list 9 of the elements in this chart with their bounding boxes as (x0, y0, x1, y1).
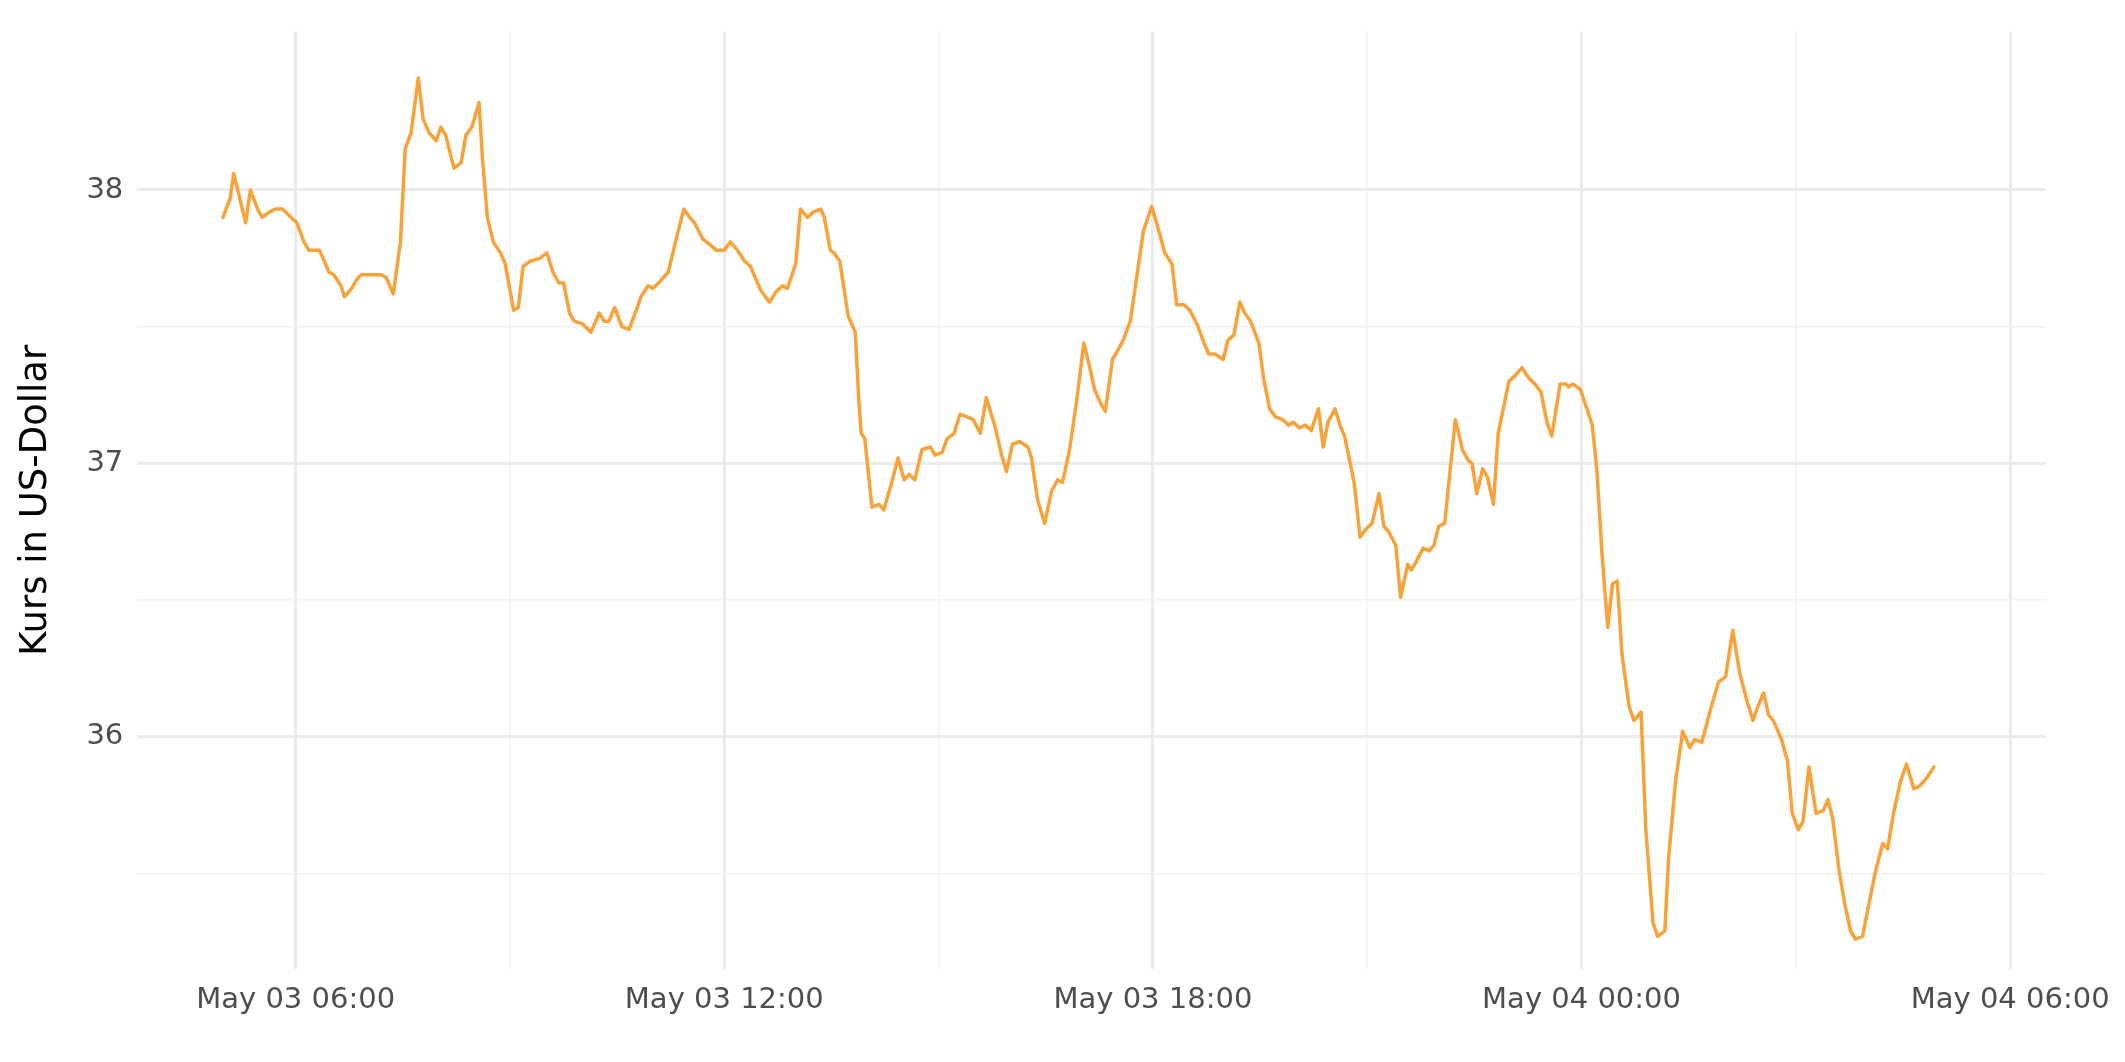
x-tick-label: May 03 12:00 (624, 981, 824, 1016)
y-tick-label: 38 (86, 170, 124, 205)
x-tick-label: May 03 18:00 (1053, 981, 1253, 1016)
y-tick-label: 37 (86, 443, 124, 478)
x-tick-label: May 03 06:00 (196, 981, 396, 1016)
x-tick-label: May 04 06:00 (1910, 981, 2110, 1016)
y-tick-label: 36 (86, 717, 124, 752)
y-axis-title: Kurs in US-Dollar (11, 343, 55, 656)
x-tick-label: May 04 00:00 (1482, 981, 1681, 1016)
